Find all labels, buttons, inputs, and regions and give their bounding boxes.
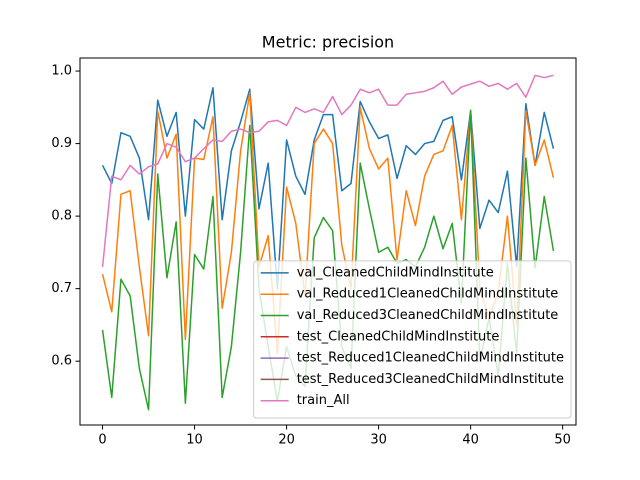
x-tick-label: 30 [370,433,387,448]
legend-label: val_Reduced3CleanedChildMindInstitute [297,308,559,323]
x-tick-label: 0 [98,433,106,448]
legend-label: train_All [297,393,350,408]
axes-frame [79,57,577,426]
x-tick-label: 20 [278,433,295,448]
legend-label: test_Reduced1CleanedChildMindInstitute [297,351,564,366]
y-tick-label: 0.8 [51,209,72,224]
series-line [101,86,555,290]
legend-label: val_CleanedChildMindInstitute [297,265,494,280]
legend-label: test_CleanedChildMindInstitute [297,329,500,344]
legend-label: test_Reduced3CleanedChildMindInstitute [297,372,564,387]
y-tick-label: 0.7 [51,281,72,296]
chart-title: Metric: precision [262,33,394,52]
legend: val_CleanedChildMindInstitute val_Reduced… [253,260,572,419]
legend-box [253,260,572,419]
x-tick-label: 40 [462,433,479,448]
x-tick-label: 10 [186,433,203,448]
legend-label: val_Reduced1CleanedChildMindInstitute [297,287,559,302]
y-tick-label: 0.6 [51,354,72,369]
x-tick-label: 50 [554,433,571,448]
series-line [101,74,554,267]
y-tick-label: 1.0 [51,64,72,79]
series-line [101,92,555,355]
y-tick-label: 0.9 [51,136,72,151]
